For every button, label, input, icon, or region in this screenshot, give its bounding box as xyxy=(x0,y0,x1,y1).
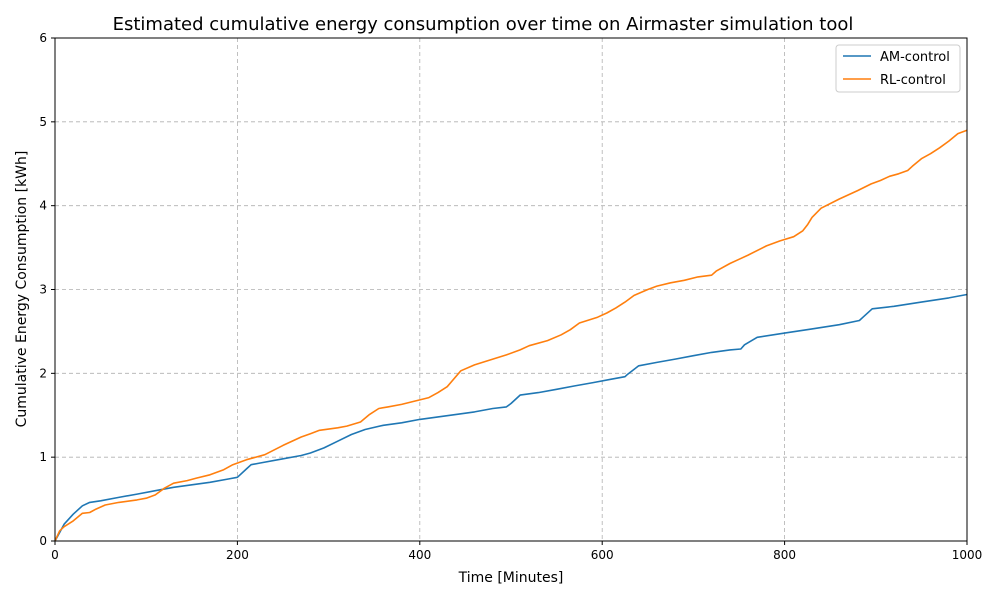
y-tick-label: 4 xyxy=(39,199,47,213)
series-lines xyxy=(54,129,968,542)
x-axis-label: Time [Minutes] xyxy=(458,570,564,586)
x-axis: 0 200 400 600 800 1000 xyxy=(51,541,982,562)
y-tick-label: 5 xyxy=(39,115,47,129)
y-tick-label: 3 xyxy=(39,283,47,297)
legend: AM-control RL-control xyxy=(835,44,961,93)
series-line-am-control xyxy=(54,293,968,542)
grid xyxy=(54,37,968,542)
series-line-rl-control xyxy=(54,129,968,542)
x-tick-label: 1000 xyxy=(952,548,983,562)
x-tick-label: 400 xyxy=(408,548,431,562)
y-tick-label: 6 xyxy=(39,31,47,45)
y-axis: 0 1 2 3 4 5 6 xyxy=(39,31,55,548)
x-tick-label: 800 xyxy=(773,548,796,562)
y-tick-label: 1 xyxy=(39,450,47,464)
x-tick-label: 0 xyxy=(51,548,59,562)
chart-title: Estimated cumulative energy consumption … xyxy=(113,14,854,35)
legend-label: AM-control xyxy=(880,50,950,65)
y-tick-label: 2 xyxy=(39,366,47,380)
x-tick-label: 200 xyxy=(226,548,249,562)
legend-label: RL-control xyxy=(880,73,946,88)
y-axis-label: Cumulative Energy Consumption [kWh] xyxy=(14,151,30,428)
y-tick-label: 0 xyxy=(39,534,47,548)
x-tick-label: 600 xyxy=(591,548,614,562)
